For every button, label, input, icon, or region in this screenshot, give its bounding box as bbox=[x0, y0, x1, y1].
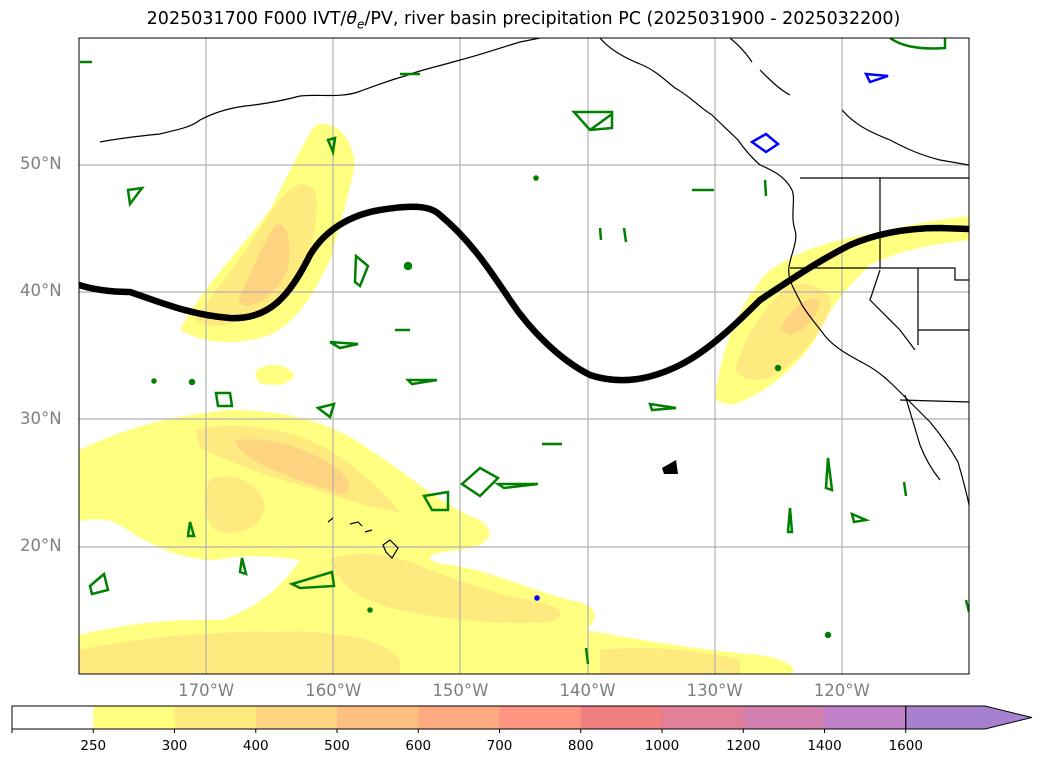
colorbar-segment bbox=[418, 706, 500, 729]
hawaii-islands bbox=[327, 517, 399, 559]
colorbar bbox=[11, 705, 1033, 733]
black-contour-feature bbox=[662, 460, 678, 474]
alaska-coastline bbox=[99, 38, 541, 143]
pv-contours bbox=[534, 72, 889, 601]
precip-contours bbox=[80, 38, 969, 665]
colorbar-tick-label: 300 bbox=[161, 738, 188, 754]
coastlines bbox=[99, 38, 969, 559]
ivt-shading bbox=[79, 124, 969, 674]
colorbar-segment bbox=[662, 706, 744, 729]
colorbar-segment bbox=[580, 706, 663, 729]
lon-label: 150°W bbox=[432, 681, 489, 700]
colorbar-extend-arrow bbox=[905, 705, 1033, 730]
colorbar-tick-label: 400 bbox=[242, 738, 269, 754]
colorbar-segment bbox=[12, 706, 94, 729]
jet-axis-line bbox=[79, 203, 969, 384]
lon-label: 140°W bbox=[559, 681, 616, 700]
colorbar-segment bbox=[174, 706, 257, 729]
colorbar-tick-label: 500 bbox=[324, 738, 350, 754]
lon-label: 120°W bbox=[813, 681, 870, 700]
colorbar-segment bbox=[499, 706, 582, 729]
colorbar-segment bbox=[93, 706, 175, 729]
lon-label: 130°W bbox=[686, 681, 743, 700]
colorbar-tick-label: 1200 bbox=[726, 738, 761, 754]
map-frame bbox=[78, 37, 970, 675]
graticule bbox=[79, 38, 969, 674]
colorbar-segment bbox=[255, 706, 338, 729]
colorbar-tick-label: 800 bbox=[567, 738, 594, 754]
map-title: 2025031700 F000 IVT/θe/PV, river basin p… bbox=[146, 9, 901, 32]
colorbar-tick-label: 600 bbox=[405, 738, 432, 754]
colorbar-tick-label: 1600 bbox=[888, 738, 923, 754]
colorbar-frame bbox=[11, 705, 907, 730]
lat-label: 30°N bbox=[20, 408, 62, 428]
lat-label: 20°N bbox=[20, 535, 62, 555]
colorbar-tick-label: 250 bbox=[80, 738, 107, 754]
colorbar-segment bbox=[337, 706, 419, 729]
colorbar-tick-label: 700 bbox=[486, 738, 513, 754]
lat-label: 40°N bbox=[20, 281, 62, 301]
colorbar-segment bbox=[743, 706, 825, 729]
ivt-band-subtropical bbox=[79, 410, 794, 674]
colorbar-tick-label: 1000 bbox=[644, 738, 680, 754]
lon-label: 170°W bbox=[178, 681, 235, 700]
us-state-borders bbox=[790, 178, 969, 403]
lon-label: 160°W bbox=[305, 681, 362, 700]
colorbar-tick-label: 1400 bbox=[807, 738, 842, 754]
lat-label: 50°N bbox=[20, 154, 62, 174]
map-plot-area bbox=[79, 38, 969, 674]
colorbar-segment bbox=[824, 706, 907, 729]
